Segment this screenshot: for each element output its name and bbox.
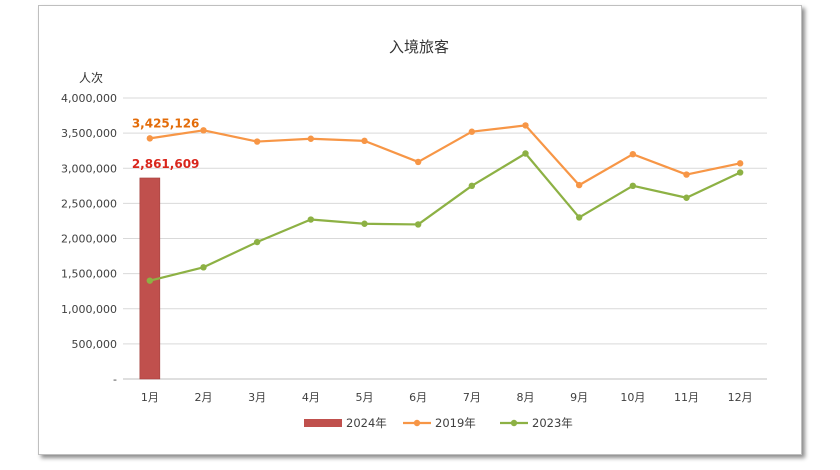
data-point [683, 194, 690, 201]
data-point [253, 238, 261, 246]
legend-marker [413, 419, 421, 427]
x-tick-label: 12月 [728, 391, 753, 404]
y-tick-label: 500,000 [72, 338, 118, 351]
x-tick-label: 10月 [620, 391, 645, 404]
line-bar-chart: 入境旅客 人次 - 500,000 1,000,000 1,500,000 2,000,… [61, 38, 767, 430]
series-line [149, 152, 741, 282]
x-tick-label: 5月 [356, 391, 374, 404]
legend-label: 2023年 [532, 416, 573, 430]
data-point [736, 169, 744, 176]
data-point [736, 160, 744, 167]
data-point [414, 221, 422, 228]
line-series [146, 122, 744, 284]
data-point [361, 137, 368, 145]
data-point [468, 128, 476, 135]
data-point [683, 171, 690, 178]
data-point [146, 135, 154, 142]
data-point [361, 220, 368, 227]
y-tick-label: 2,500,000 [61, 197, 117, 210]
gridlines [123, 97, 767, 380]
line-data-label: 3,425,126 [132, 116, 200, 130]
data-point [307, 135, 315, 142]
data-point [522, 150, 529, 157]
legend: 2024年 2019年 2023年 [304, 416, 573, 430]
legend-marker [510, 419, 518, 427]
legend-swatch [304, 419, 342, 427]
x-tick-label: 6月 [409, 391, 427, 404]
y-tick-labels: - 500,000 1,000,000 1,500,000 2,000,000 2,500… [61, 92, 117, 386]
y-tick-label: 2,000,000 [61, 233, 117, 246]
series-line [149, 124, 741, 187]
x-tick-label: 3月 [248, 391, 266, 404]
data-point [253, 138, 261, 145]
x-tick-label: 1月 [141, 391, 159, 404]
chart-frame: 入境旅客 人次 - 500,000 1,000,000 1,500,000 2,000,… [38, 5, 802, 455]
y-tick-label: 1,500,000 [61, 268, 117, 281]
data-point [200, 264, 207, 271]
data-point [629, 182, 637, 190]
chart-title: 入境旅客 [389, 38, 449, 56]
legend-item: 2023年 [500, 416, 573, 430]
legend-item: 2019年 [403, 416, 476, 430]
legend-item: 2024年 [304, 416, 387, 430]
x-tick-label: 8月 [517, 391, 535, 404]
x-tick-labels: 1月 2月 3月 4月 5月 6月 7月 8月 9月 10月 11月 12月 [141, 391, 753, 404]
legend-label: 2019年 [435, 416, 476, 430]
data-point [200, 127, 207, 134]
data-point [307, 216, 315, 223]
data-point [414, 158, 422, 166]
x-tick-label: 4月 [302, 391, 320, 404]
y-tick-label: 3,500,000 [61, 127, 117, 140]
data-point [146, 277, 154, 284]
data-point [522, 122, 529, 129]
y-tick-label: - [113, 373, 117, 386]
x-tick-label: 11月 [674, 391, 699, 404]
x-tick-label: 9月 [570, 391, 588, 404]
data-point [468, 182, 476, 190]
data-labels: 2,861,609 3,425,126 [132, 116, 200, 171]
data-point [575, 181, 583, 189]
y-tick-label: 3,000,000 [61, 162, 117, 175]
y-tick-label: 1,000,000 [61, 303, 117, 316]
x-tick-label: 7月 [463, 391, 481, 404]
data-point [575, 214, 583, 221]
y-tick-label: 4,000,000 [61, 92, 117, 105]
bar-data-label: 2,861,609 [132, 157, 200, 171]
x-tick-label: 2月 [195, 391, 213, 404]
y-axis-label: 人次 [79, 71, 103, 85]
legend-label: 2024年 [346, 416, 387, 430]
data-point [629, 151, 637, 158]
